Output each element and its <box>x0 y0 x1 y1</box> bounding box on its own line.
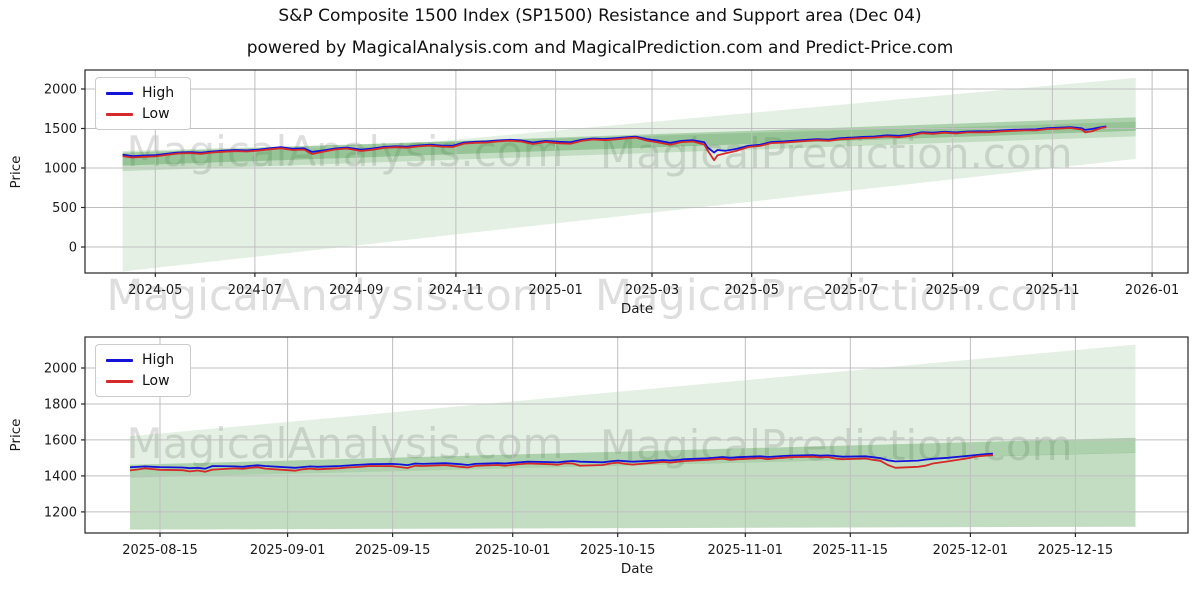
legend-item-high: High <box>106 353 174 367</box>
x-tick-label: 2025-05 <box>725 283 779 298</box>
legend-top-chart: High Low <box>95 77 192 130</box>
y-tick-label: 2000 <box>44 362 77 377</box>
y-tick-label: 2000 <box>44 83 77 98</box>
x-tick-label: 2025-12-15 <box>1038 543 1114 558</box>
legend-label-high: High <box>142 85 175 101</box>
x-tick-label: 2024-05 <box>128 283 182 298</box>
support-wedge <box>130 452 1136 530</box>
x-tick-label: 2026-01 <box>1125 283 1179 298</box>
support-wedge <box>122 121 1136 172</box>
x-tick-label: 2024-07 <box>228 283 282 298</box>
x-tick-label: 2025-10-15 <box>580 543 656 558</box>
y-tick-label: 1200 <box>44 505 77 520</box>
y-tick-label: 0 <box>69 241 77 256</box>
series-line-low <box>129 454 993 473</box>
legend-item-high: High <box>106 86 174 100</box>
legend-item-low: Low <box>106 374 174 388</box>
figure-title: S&P Composite 1500 Index (SP1500) Resist… <box>278 6 922 26</box>
y-tick-label: 1000 <box>44 162 77 177</box>
x-tick-label: 2025-08-15 <box>122 543 198 558</box>
x-tick-label: 2025-07 <box>824 283 878 298</box>
high-line-swatch-icon <box>106 91 133 95</box>
x-tick-label: 2025-09 <box>926 283 980 298</box>
y-tick-label: 1600 <box>44 433 77 448</box>
x-tick-label: 2025-01 <box>528 283 582 298</box>
series-line-high <box>129 452 993 470</box>
low-line-swatch-icon <box>106 112 133 116</box>
core-band <box>130 437 1136 478</box>
legend-label-high: High <box>142 352 175 368</box>
series-line-low <box>122 126 1107 162</box>
y-axis-label: Price <box>8 419 24 452</box>
x-tick-label: 2025-10-01 <box>475 543 551 558</box>
y-tick-label: 1500 <box>44 122 77 137</box>
series-line-high <box>122 125 1107 157</box>
y-tick-label: 1800 <box>44 398 77 413</box>
low-line-swatch-icon <box>106 379 133 383</box>
x-tick-label: 2024-11 <box>429 283 483 298</box>
y-tick-label: 1400 <box>44 469 77 484</box>
x-tick-label: 2025-09-15 <box>355 543 431 558</box>
figure-subtitle: powered by MagicalAnalysis.com and Magic… <box>246 38 954 58</box>
x-tick-label: 2025-11-15 <box>813 543 889 558</box>
x-axis-label: Date <box>621 301 653 317</box>
x-tick-label: 2024-09 <box>329 283 383 298</box>
x-axis-label: Date <box>621 561 653 577</box>
legend-item-low: Low <box>106 107 174 121</box>
chart-bottom: 1200 1400 1600 1800 2000 2025-08-15 2025-09-01… <box>8 336 1189 577</box>
y-tick-label: 500 <box>52 201 77 216</box>
high-line-swatch-icon <box>106 358 133 362</box>
y-axis-label: Price <box>8 156 24 189</box>
x-tick-label: 2025-12-01 <box>933 543 1009 558</box>
resistance-support-outer-fan <box>130 344 1136 530</box>
legend-label-low: Low <box>142 373 170 389</box>
core-band <box>122 117 1136 166</box>
legend-label-low: Low <box>142 106 170 122</box>
x-tick-label: 2025-11 <box>1025 283 1079 298</box>
x-tick-label: 2025-03 <box>625 283 679 298</box>
x-tick-label: 2025-11-01 <box>708 543 784 558</box>
x-tick-label: 2025-09-01 <box>250 543 326 558</box>
legend-bottom-chart: High Low <box>95 344 192 397</box>
chart-top: 0 500 1000 1500 2000 2024-05 2024-07 2024-09 202… <box>8 69 1189 317</box>
resistance-support-outer-fan <box>122 77 1136 272</box>
